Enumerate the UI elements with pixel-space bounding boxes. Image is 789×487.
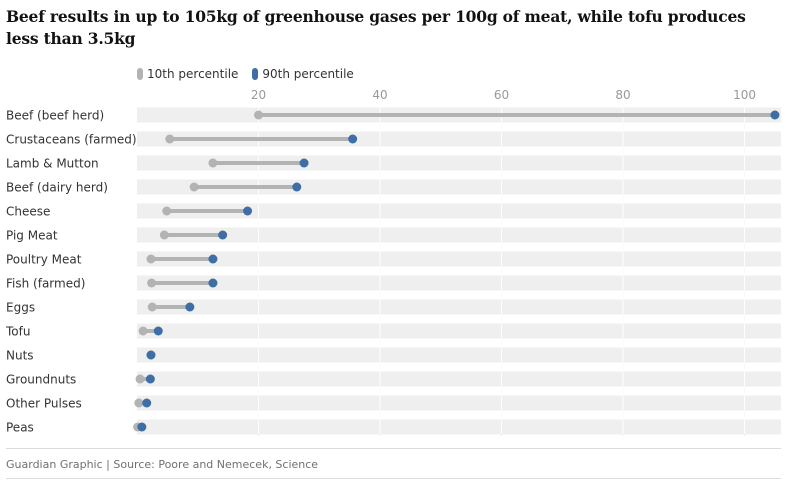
point-p10 <box>147 278 157 288</box>
point-p10 <box>134 398 144 408</box>
point-p90 <box>146 350 156 360</box>
point-p10 <box>135 374 145 384</box>
row-band <box>137 203 781 219</box>
dumbbell-chart: 20 40 60 80 100 Beef (beef herd) Crustaceans (… <box>5 88 781 436</box>
point-p90 <box>292 182 302 192</box>
point-p10 <box>146 254 156 264</box>
row-band <box>137 419 781 435</box>
category-label: Cheese <box>6 205 50 219</box>
point-p90 <box>142 398 152 408</box>
category-label: Beef (beef herd) <box>6 109 104 123</box>
legend: 10th percentile 90th percentile <box>137 66 368 82</box>
point-p10 <box>254 110 264 120</box>
legend-item-p90: 90th percentile <box>252 67 354 81</box>
category-label: Fish (farmed) <box>6 277 85 291</box>
category-label: Nuts <box>6 349 34 363</box>
point-p10 <box>189 182 199 192</box>
row-band <box>137 131 781 147</box>
category-label: Pig Meat <box>6 229 58 243</box>
row-band <box>137 323 781 339</box>
point-p90 <box>348 134 358 144</box>
x-tick-label-80: 80 <box>615 88 630 102</box>
category-label: Groundnuts <box>6 373 76 387</box>
category-label: Eggs <box>6 301 35 315</box>
row-band <box>137 371 781 387</box>
point-p90 <box>208 278 218 288</box>
legend-swatch-p90 <box>252 68 259 80</box>
point-p90 <box>299 158 309 168</box>
footer-divider <box>6 448 781 449</box>
point-p10 <box>159 230 169 240</box>
row-band <box>137 347 781 363</box>
category-label: Tofu <box>5 325 30 339</box>
point-p10 <box>162 206 172 216</box>
point-p10 <box>208 158 218 168</box>
bottom-divider <box>6 478 781 479</box>
point-p90 <box>243 206 253 216</box>
point-p10 <box>147 302 157 312</box>
point-p10 <box>165 134 175 144</box>
category-label: Beef (dairy herd) <box>6 181 108 195</box>
row-band <box>137 299 781 315</box>
row-band <box>137 155 781 171</box>
point-p90 <box>770 110 780 120</box>
row-band <box>137 395 781 411</box>
point-p90 <box>218 230 228 240</box>
category-label: Lamb & Mutton <box>6 157 99 171</box>
x-tick-label-100: 100 <box>733 88 756 102</box>
point-p90 <box>137 422 147 432</box>
category-label: Peas <box>6 421 34 435</box>
category-label: Other Pulses <box>6 397 82 411</box>
point-p90 <box>185 302 195 312</box>
point-p90 <box>145 374 155 384</box>
point-p90 <box>153 326 163 336</box>
x-tick-label-20: 20 <box>251 88 266 102</box>
legend-item-p10: 10th percentile <box>137 67 238 81</box>
point-p90 <box>208 254 218 264</box>
category-label: Crustaceans (farmed) <box>6 133 137 147</box>
row-band <box>137 251 781 267</box>
x-tick-label-40: 40 <box>372 88 387 102</box>
legend-label-p10: 10th percentile <box>147 67 239 81</box>
category-label: Poultry Meat <box>6 253 82 267</box>
source-credit: Guardian Graphic | Source: Poore and Nem… <box>6 458 319 471</box>
legend-swatch-p10 <box>137 68 143 80</box>
row-band <box>137 227 781 243</box>
legend-label-p90: 90th percentile <box>262 67 354 81</box>
point-p10 <box>138 326 148 336</box>
chart-title: Beef results in up to 105kg of greenhous… <box>6 7 746 48</box>
x-tick-label-60: 60 <box>494 88 509 102</box>
row-band <box>137 275 781 291</box>
